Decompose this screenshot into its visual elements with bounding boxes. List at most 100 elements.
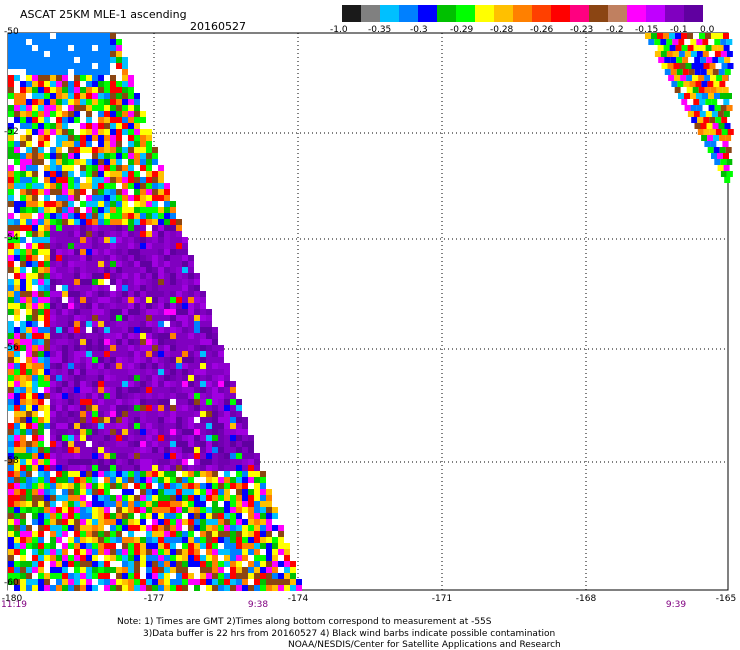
wind-cell xyxy=(248,501,254,507)
wind-cell xyxy=(74,177,80,183)
wind-cell xyxy=(62,441,68,447)
wind-cell xyxy=(170,231,176,237)
wind-cell xyxy=(68,573,74,579)
wind-cell xyxy=(164,207,170,213)
wind-cell xyxy=(242,573,248,579)
wind-cell xyxy=(44,489,50,495)
legend-swatch xyxy=(361,5,380,22)
wind-cell xyxy=(110,237,116,243)
wind-cell xyxy=(140,501,146,507)
wind-cell xyxy=(122,483,128,489)
wind-cell xyxy=(152,237,158,243)
wind-cell xyxy=(164,405,170,411)
wind-cell xyxy=(92,561,98,567)
wind-cell xyxy=(62,429,68,435)
wind-cell xyxy=(38,321,44,327)
wind-cell xyxy=(284,543,290,549)
wind-cell xyxy=(248,459,254,465)
wind-cell xyxy=(194,309,200,315)
wind-cell xyxy=(134,123,140,129)
wind-cell xyxy=(56,495,62,501)
wind-cell xyxy=(14,585,20,591)
wind-cell xyxy=(140,237,146,243)
wind-cell xyxy=(98,195,104,201)
legend-swatch xyxy=(665,5,684,22)
wind-cell xyxy=(38,285,44,291)
wind-cell xyxy=(116,87,122,93)
wind-cell xyxy=(152,537,158,543)
wind-cell xyxy=(86,495,92,501)
wind-cell xyxy=(260,477,266,483)
wind-cell xyxy=(134,585,140,591)
wind-cell xyxy=(74,207,80,213)
wind-cell xyxy=(56,291,62,297)
wind-cell xyxy=(134,225,140,231)
wind-cell xyxy=(212,459,218,465)
wind-cell xyxy=(14,207,20,213)
wind-cell xyxy=(116,81,122,87)
wind-cell xyxy=(651,45,658,51)
wind-cell xyxy=(146,411,152,417)
wind-cell xyxy=(224,369,230,375)
wind-cell xyxy=(170,561,176,567)
wind-cell xyxy=(128,363,134,369)
wind-cell xyxy=(20,513,26,519)
wind-cell xyxy=(690,105,697,111)
wind-cell xyxy=(176,291,182,297)
wind-cell xyxy=(116,525,122,531)
wind-cell xyxy=(62,573,68,579)
wind-cell xyxy=(242,531,248,537)
wind-cell xyxy=(14,435,20,441)
wind-cell xyxy=(146,447,152,453)
wind-cell xyxy=(146,471,152,477)
wind-cell xyxy=(110,465,116,471)
wind-cell xyxy=(146,213,152,219)
wind-cell xyxy=(74,351,80,357)
wind-cell xyxy=(56,405,62,411)
wind-cell xyxy=(38,561,44,567)
wind-cell xyxy=(62,393,68,399)
wind-cell xyxy=(152,423,158,429)
wind-cell xyxy=(92,141,98,147)
wind-cell xyxy=(182,375,188,381)
wind-cell xyxy=(110,567,116,573)
wind-cell xyxy=(170,423,176,429)
wind-cell xyxy=(74,39,80,45)
wind-cell xyxy=(146,501,152,507)
wind-cell xyxy=(92,519,98,525)
wind-cell xyxy=(20,33,26,39)
wind-cell xyxy=(86,441,92,447)
wind-cell xyxy=(116,561,122,567)
wind-cell xyxy=(140,435,146,441)
wind-cell xyxy=(176,399,182,405)
wind-cell xyxy=(224,519,230,525)
wind-cell xyxy=(140,363,146,369)
wind-cell xyxy=(158,429,164,435)
wind-cell xyxy=(14,93,20,99)
wind-cell xyxy=(32,357,38,363)
wind-cell xyxy=(164,339,170,345)
wind-cell xyxy=(32,249,38,255)
wind-cell xyxy=(152,207,158,213)
wind-cell xyxy=(146,243,152,249)
wind-cell xyxy=(170,459,176,465)
wind-cell xyxy=(134,237,140,243)
wind-cell xyxy=(26,81,32,87)
wind-cell xyxy=(92,231,98,237)
wind-cell xyxy=(164,483,170,489)
wind-cell xyxy=(104,207,110,213)
wind-cell xyxy=(212,351,218,357)
wind-cell xyxy=(32,135,38,141)
wind-cell xyxy=(74,231,80,237)
wind-cell xyxy=(134,393,140,399)
wind-cell xyxy=(32,261,38,267)
wind-cell xyxy=(146,423,152,429)
wind-cell xyxy=(128,291,134,297)
wind-cell xyxy=(38,399,44,405)
wind-cell xyxy=(152,405,158,411)
wind-cell xyxy=(32,105,38,111)
wind-cell xyxy=(236,579,242,585)
wind-cell xyxy=(50,75,56,81)
wind-cell xyxy=(38,303,44,309)
wind-cell xyxy=(86,501,92,507)
